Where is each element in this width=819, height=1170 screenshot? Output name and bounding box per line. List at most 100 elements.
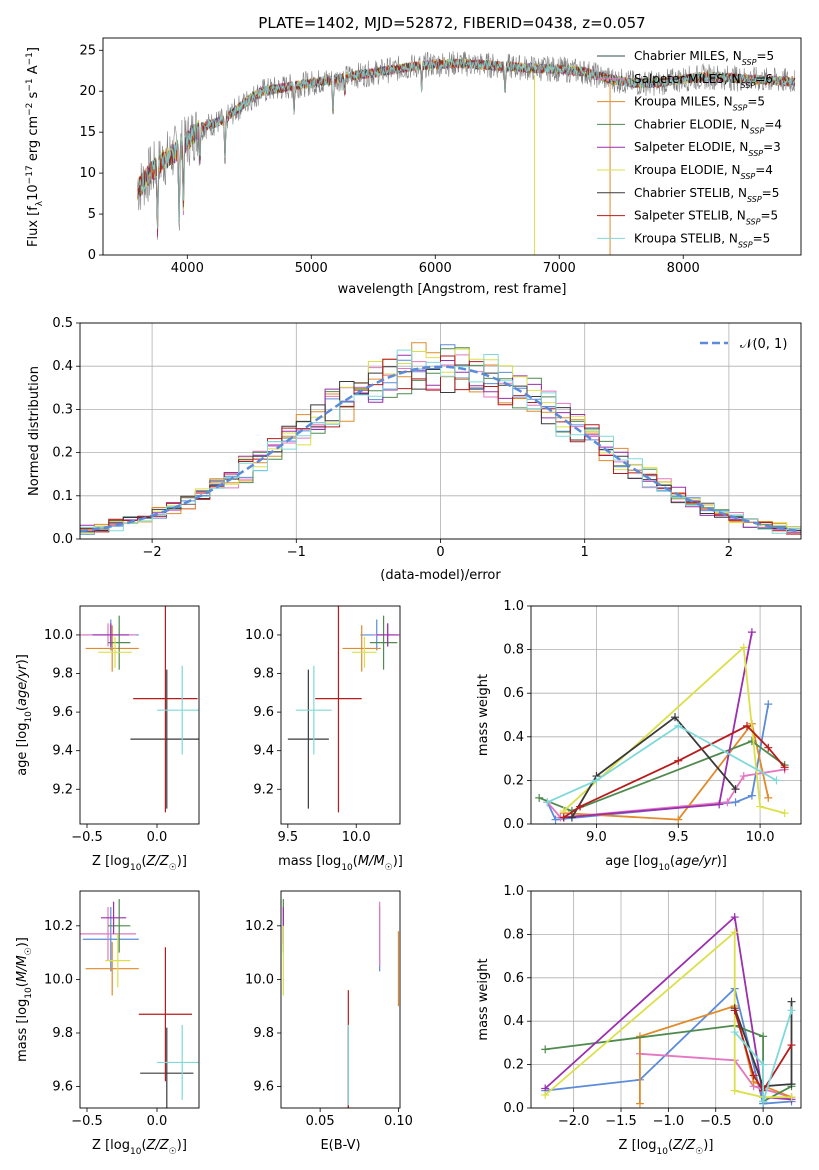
x-tick-label: 5000 bbox=[295, 261, 328, 276]
weight-marker bbox=[535, 793, 544, 802]
weight-marker bbox=[674, 721, 683, 730]
weight-series-line bbox=[563, 645, 785, 814]
x-tick-label: −0.5 bbox=[71, 1114, 103, 1129]
mass-weight-panel-4: 9.0 9.5 10.0 0.0 0.2 0.4 0.6 0.8 1.0 mass weight a… bbox=[476, 599, 802, 873]
x-tick-label: 0 bbox=[436, 545, 444, 560]
y-tick-label: 9.6 bbox=[253, 1080, 274, 1095]
x-tick-label: 10.0 bbox=[746, 830, 775, 845]
weight-lines bbox=[535, 628, 789, 824]
weight-marker bbox=[756, 802, 765, 811]
legend-entry: 𝒩(0, 1) bbox=[740, 337, 787, 352]
weight-marker bbox=[731, 785, 740, 794]
z-axis-label: Z [log10(Z/Z☉)] bbox=[619, 1138, 714, 1157]
y-tick-label: 10.0 bbox=[44, 628, 73, 643]
mass-weight-panel-7: −2.0 −1.5 −1.0 −0.5 0.0 0.0 0.2 0.4 0.6 0.8 1.0 mas… bbox=[476, 884, 802, 1157]
weight-marker bbox=[787, 1006, 796, 1015]
y-tick-label: 0.2 bbox=[503, 773, 524, 788]
weight-marker bbox=[674, 815, 683, 824]
y-tick-label: 15 bbox=[79, 125, 96, 140]
y-tick-label: 9.8 bbox=[253, 667, 274, 682]
x-tick-label: 2 bbox=[725, 545, 733, 560]
y-tick-label: 10.0 bbox=[245, 972, 274, 987]
weight-marker bbox=[780, 809, 789, 818]
legend-entry: Salpeter MILES, NSSP=6 bbox=[634, 72, 773, 90]
weight-lines bbox=[541, 913, 796, 1108]
spectrum-lines bbox=[137, 51, 796, 255]
weight-marker bbox=[576, 802, 585, 811]
x-tick-label: 9.0 bbox=[586, 830, 607, 845]
weight-marker bbox=[739, 772, 748, 781]
legend-entry: Kroupa MILES, NSSP=5 bbox=[634, 95, 765, 113]
y-tick-label: 1.0 bbox=[503, 884, 524, 899]
y-tick-label: 9.6 bbox=[52, 705, 73, 720]
weight-marker bbox=[551, 815, 560, 824]
weight-marker bbox=[730, 1006, 739, 1015]
x-tick-label: −2.0 bbox=[558, 1114, 590, 1129]
weight-series-line bbox=[571, 715, 737, 818]
x-tick-label: 0.10 bbox=[384, 1114, 413, 1129]
y-tick-label: 9.2 bbox=[253, 782, 274, 797]
axes-frame bbox=[79, 322, 802, 540]
weight-series-line bbox=[547, 724, 777, 804]
mass-axis-label: mass [log10(M/M☉)] bbox=[15, 937, 34, 1062]
residual-y-label: Normed distribution bbox=[27, 366, 42, 496]
x-tick-label: 0.0 bbox=[147, 830, 168, 845]
axes-frame bbox=[79, 890, 200, 1109]
axes-frame bbox=[530, 890, 802, 1109]
y-tick-label: 10.0 bbox=[245, 628, 274, 643]
x-tick-label: −1.0 bbox=[653, 1114, 685, 1129]
weight-marker bbox=[730, 913, 739, 922]
weight-series-line bbox=[563, 724, 786, 819]
x-tick-label: 1 bbox=[581, 545, 589, 560]
mass-axis-label: mass [log10(M/M☉)] bbox=[278, 854, 403, 873]
y-tick-label: 0.0 bbox=[503, 817, 524, 832]
weight-series-line bbox=[538, 740, 786, 812]
weight-marker bbox=[780, 763, 789, 772]
legend-entry: Salpeter ELODIE, NSSP=3 bbox=[634, 140, 781, 158]
weight-marker bbox=[739, 643, 748, 652]
y-tick-label: 0.1 bbox=[52, 489, 73, 504]
x-tick-label: 0.0 bbox=[147, 1114, 168, 1129]
y-tick-label: 25 bbox=[79, 43, 96, 58]
x-tick-label: 0.05 bbox=[306, 1114, 335, 1129]
weight-marker bbox=[747, 791, 756, 800]
x-tick-label: −1.5 bbox=[605, 1114, 637, 1129]
x-tick-label: 9.5 bbox=[668, 830, 689, 845]
weight-marker bbox=[787, 1080, 796, 1089]
errorbar-panel-3: 9.5 10.0 9.2 9.4 9.6 9.8 10.0 mass [log10(M/M☉)… bbox=[245, 605, 403, 873]
weight-marker bbox=[759, 1097, 768, 1106]
residual-panel: −2 −1 0 1 2 0.0 0.1 0.2 0.3 0.4 0.5 (data-model)/er… bbox=[27, 316, 802, 583]
y-tick-label: 9.6 bbox=[253, 705, 274, 720]
weight-marker bbox=[592, 776, 601, 785]
y-tick-label: 9.2 bbox=[52, 782, 73, 797]
ebv-axis-label: E(B-V) bbox=[320, 1138, 360, 1153]
legend-entry: Chabrier MILES, NSSP=5 bbox=[634, 49, 774, 67]
legend-entry: Kroupa STELIB, NSSP=5 bbox=[634, 231, 770, 249]
weight-marker bbox=[723, 798, 732, 807]
x-tick-label: −0.5 bbox=[71, 830, 103, 845]
y-tick-label: 10 bbox=[79, 166, 96, 181]
weight-marker bbox=[559, 813, 568, 822]
weight-marker bbox=[764, 743, 773, 752]
weight-series-line bbox=[544, 915, 792, 1101]
weight-marker bbox=[730, 1086, 739, 1095]
x-tick-label: 9.5 bbox=[277, 830, 298, 845]
x-tick-label: −0.5 bbox=[700, 1114, 732, 1129]
errorbars bbox=[282, 899, 400, 1108]
weight-marker bbox=[747, 737, 756, 746]
axes-frame bbox=[280, 605, 401, 825]
x-tick-label: 0.0 bbox=[753, 1114, 774, 1129]
model-spectrum bbox=[137, 58, 796, 229]
z-axis-label: Z [log10(Z/Z☉)] bbox=[92, 1138, 187, 1157]
weight-marker bbox=[730, 1028, 739, 1037]
y-tick-label: 0.2 bbox=[503, 1058, 524, 1073]
weight-series-line bbox=[639, 1052, 792, 1099]
errorbars bbox=[80, 899, 199, 1108]
spectrum-y-label: Flux [fλ10−17 erg cm−2 s−1 A−1] bbox=[25, 47, 45, 247]
weight-marker bbox=[759, 1060, 768, 1069]
y-tick-label: 0.4 bbox=[52, 359, 73, 374]
axes-frame bbox=[280, 890, 401, 1109]
x-tick-label: 8000 bbox=[667, 261, 700, 276]
spectrum-panel: 4000 5000 6000 7000 8000 0 5 10 15 20 25 PLATE=1402… bbox=[25, 14, 802, 297]
weight-marker bbox=[772, 776, 781, 785]
